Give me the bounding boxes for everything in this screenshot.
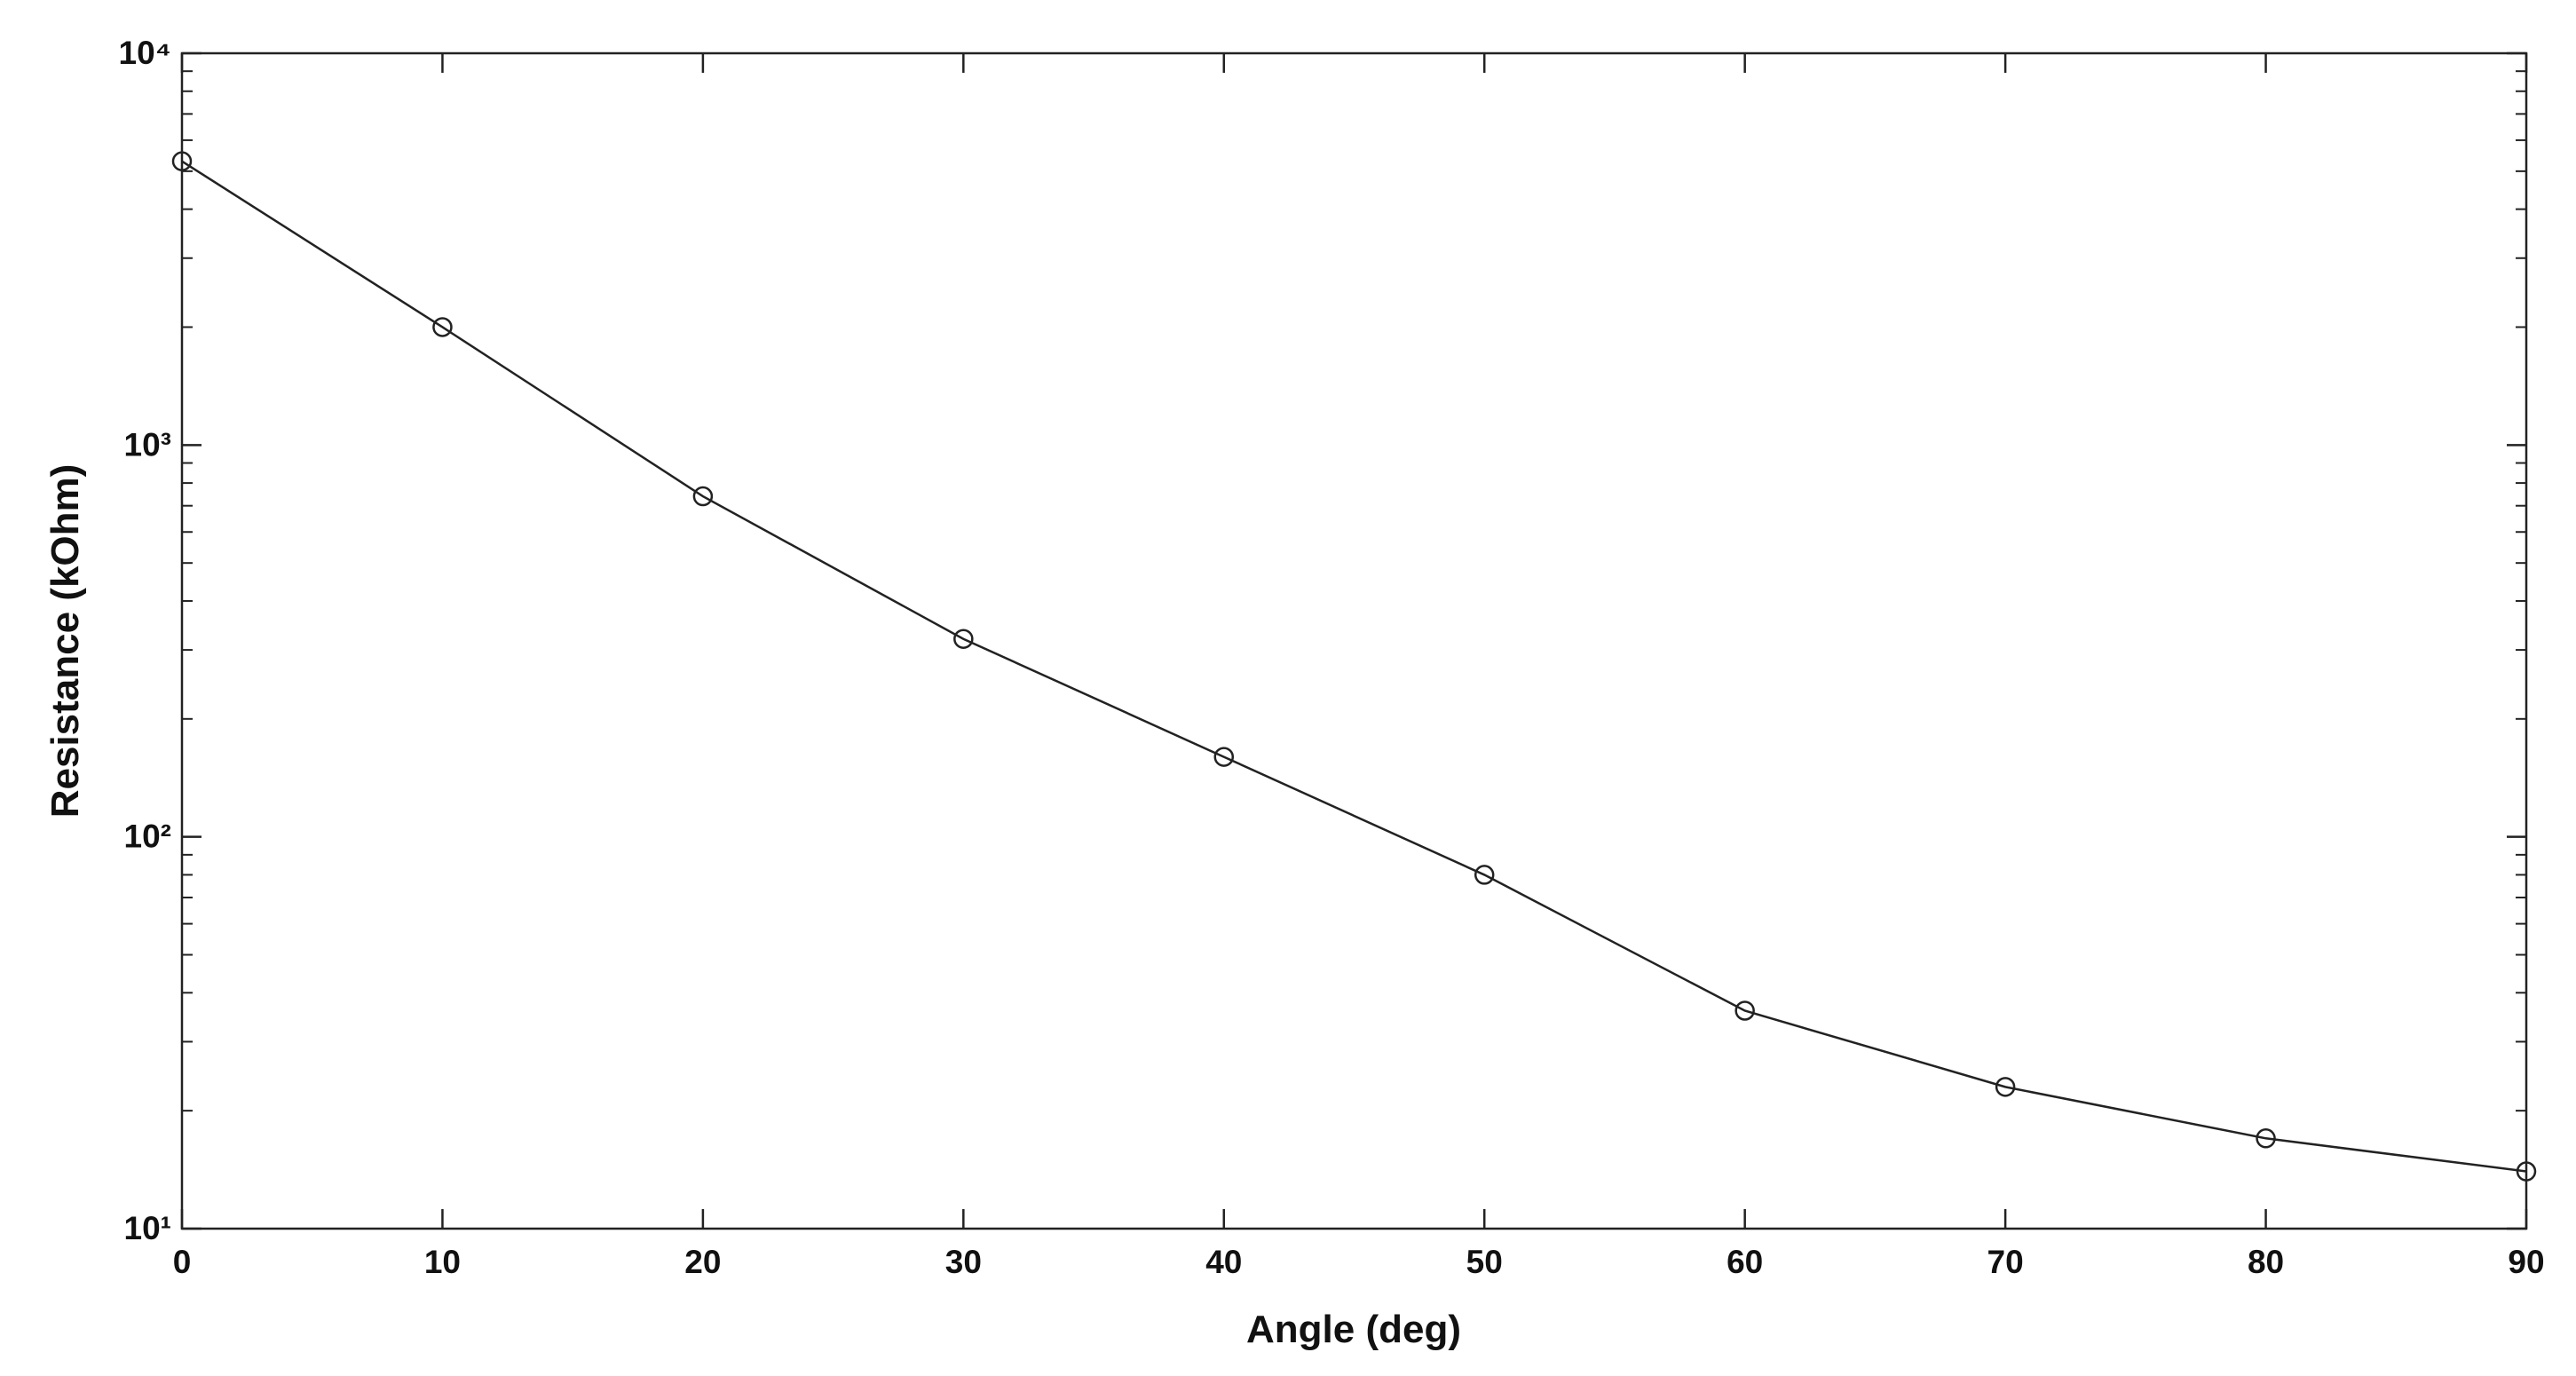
x-tick-label: 50: [1466, 1244, 1503, 1280]
y-tick-label: 10⁴: [119, 35, 171, 71]
y-tick-label: 10³: [124, 426, 171, 463]
x-tick-label: 20: [684, 1244, 721, 1280]
data-point: [1995, 1077, 2016, 1097]
data-point: [692, 486, 714, 507]
y-tick-label: 10¹: [124, 1210, 171, 1246]
data-point: [1213, 747, 1235, 767]
data-point: [2516, 1161, 2537, 1182]
x-tick-label: 40: [1205, 1244, 1242, 1280]
x-tick-label: 90: [2508, 1244, 2544, 1280]
data-point: [171, 151, 193, 171]
x-tick-label: 60: [1727, 1244, 1763, 1280]
plot-frame: [180, 51, 2528, 1230]
x-tick-label: 0: [173, 1244, 192, 1280]
data-point: [953, 629, 974, 649]
x-axis-label: Angle (deg): [1246, 1308, 1461, 1351]
y-axis-label: Resistance (kOhm): [43, 464, 87, 818]
x-tick-label: 80: [2248, 1244, 2284, 1280]
data-point: [1474, 865, 1495, 885]
data-point: [432, 317, 453, 337]
x-tick-label: 10: [424, 1244, 461, 1280]
x-tick-label: 30: [945, 1244, 982, 1280]
data-line: [181, 160, 2527, 1173]
y-tick-label: 10²: [124, 818, 171, 855]
x-tick-label: 70: [1987, 1244, 2024, 1280]
data-point: [2256, 1128, 2276, 1149]
data-point: [1734, 1000, 1755, 1021]
